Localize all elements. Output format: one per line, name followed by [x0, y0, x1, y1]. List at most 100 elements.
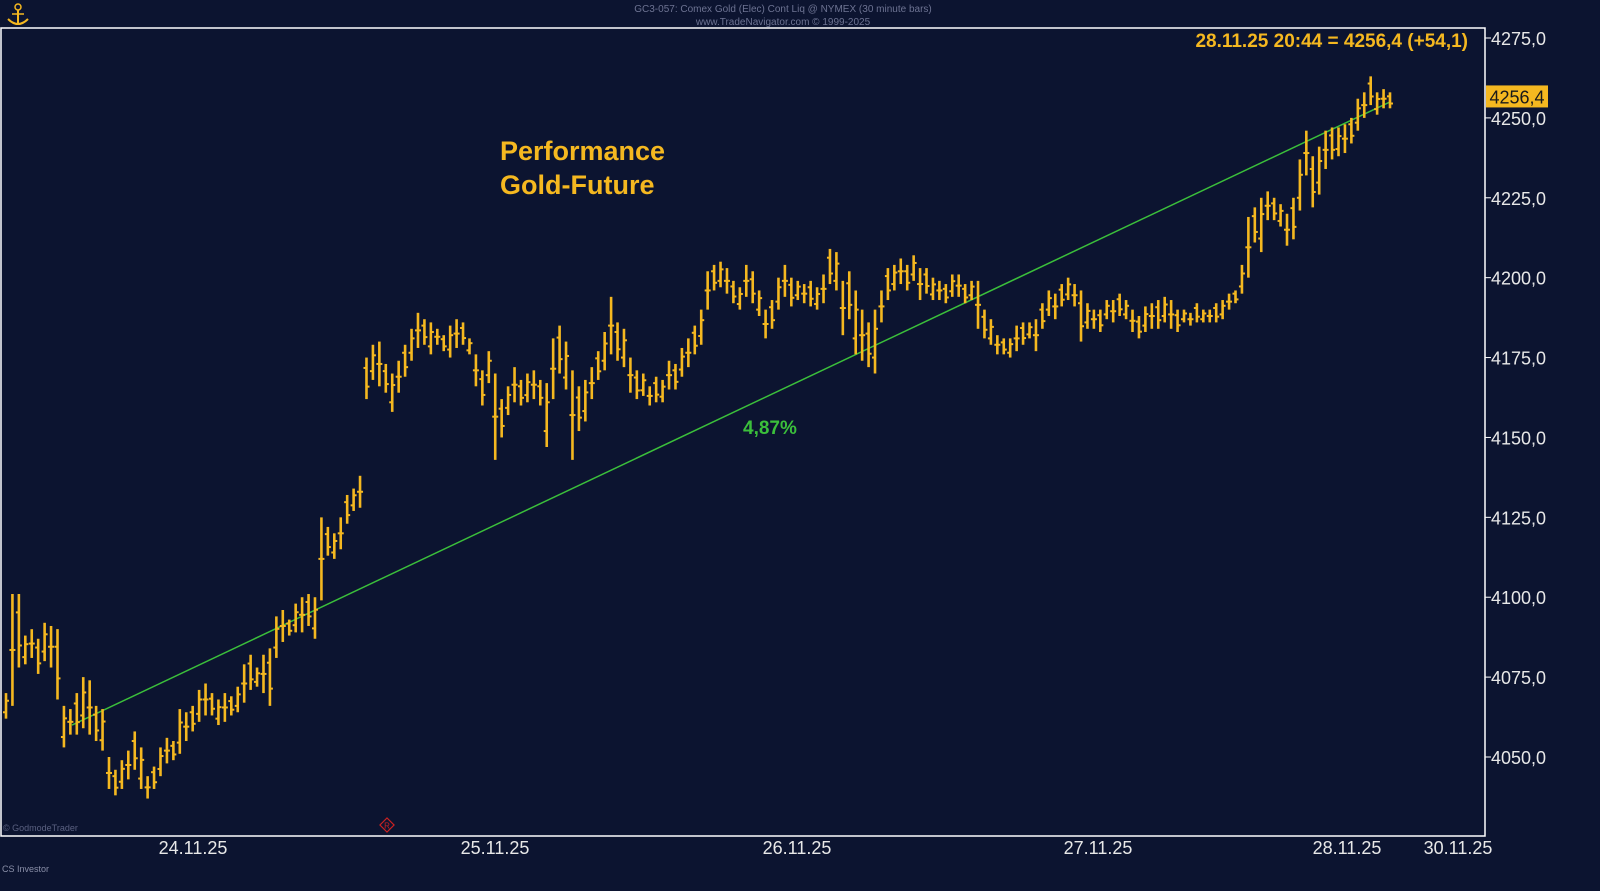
x-tick-label: 27.11.25 [1064, 838, 1133, 858]
plot-frame [0, 27, 1486, 837]
ohlc-bar [363, 357, 370, 400]
ohlc-bar [266, 648, 273, 706]
ohlc-bar [485, 351, 492, 384]
ohlc-bar [1264, 191, 1271, 221]
ohlc-bar [936, 280, 943, 301]
ohlc-bar [685, 338, 692, 368]
ohlc-bar [1284, 213, 1291, 246]
ohlc-bar [1168, 300, 1175, 329]
ohlc-bar [897, 258, 904, 285]
ohlc-bar [537, 379, 544, 406]
ohlc-bar [1039, 303, 1046, 329]
ohlc-bar [826, 248, 833, 285]
ohlc-bar [337, 517, 344, 550]
x-tick-label: 24.11.25 [159, 838, 228, 858]
ohlc-bar [839, 280, 846, 336]
ohlc-bar [1007, 338, 1014, 358]
ohlc-bar [1187, 312, 1194, 326]
ohlc-bar [1032, 319, 1039, 352]
ohlc-bar [820, 274, 827, 304]
ohlc-bar [891, 264, 898, 291]
ohlc-bar [208, 693, 215, 716]
ohlc-bar [389, 373, 396, 412]
ohlc-bar [608, 296, 615, 355]
ohlc-bar [234, 686, 241, 713]
ohlc-bar [543, 383, 550, 448]
ohlc-bar [878, 290, 885, 323]
ohlc-bar [447, 325, 454, 358]
ohlc-bar [176, 709, 183, 754]
ohlc-bar [1374, 92, 1381, 115]
ohlc-bar [910, 255, 917, 281]
ohlc-bar [215, 699, 222, 726]
ohlc-bar [3, 693, 9, 719]
ohlc-bar [408, 328, 415, 361]
ohlc-bar [1052, 293, 1059, 320]
ohlc-bar [99, 709, 106, 751]
ohlc-bar [1245, 216, 1252, 278]
ohlc-bar [1193, 303, 1200, 323]
x-tick-label: 26.11.25 [763, 838, 832, 858]
ohlc-bar [794, 280, 801, 301]
ohlc-bar [627, 357, 634, 393]
percent-annotation: 4,87% [743, 418, 797, 439]
ohlc-bar [15, 594, 22, 668]
svg-text:R: R [384, 822, 390, 831]
ohlc-bar [717, 261, 724, 288]
ohlc-bar [904, 264, 911, 291]
ohlc-bar [595, 351, 602, 380]
ohlc-bar [1097, 309, 1104, 332]
ohlc-bar [975, 280, 982, 329]
ohlc-bar [1219, 300, 1226, 320]
ohlc-bar [67, 709, 74, 735]
ohlc-bar [202, 683, 209, 716]
ohlc-bar [517, 379, 524, 406]
ohlc-bar [1174, 309, 1181, 332]
ohlc-bar [672, 363, 679, 390]
ohlc-bar [659, 379, 666, 403]
trend-line [71, 101, 1391, 726]
y-tick-label: 4275,0 [1491, 29, 1546, 49]
ohlc-bar [563, 341, 570, 390]
ohlc-bar [1354, 98, 1361, 131]
ohlc-bar [1226, 293, 1233, 310]
ohlc-bar [357, 475, 364, 508]
ohlc-bar [35, 638, 42, 674]
ohlc-bar [1161, 296, 1168, 323]
ohlc-bar [801, 284, 808, 304]
ohlc-bar [633, 370, 640, 400]
ohlc-bar [350, 488, 357, 511]
last-value-box [1486, 85, 1548, 108]
ohlc-bar [582, 379, 589, 422]
ohlc-bar [1238, 264, 1245, 294]
y-tick-label: 4225,0 [1491, 189, 1546, 209]
ohlc-bar [112, 769, 119, 796]
ohlc-bar [9, 594, 16, 706]
ohlc-bar [1271, 197, 1278, 221]
ohlc-bar [254, 667, 261, 687]
ohlc-bar [1058, 284, 1065, 307]
ohlc-bar [1020, 322, 1027, 345]
logo-mark: R [379, 817, 395, 833]
ohlc-bar [962, 284, 969, 304]
ohlc-bar [1348, 117, 1355, 144]
ohlc-bar [1116, 293, 1123, 317]
ohlc-bar [472, 354, 479, 387]
ohlc-bar [743, 264, 750, 297]
ohlc-bar [833, 252, 840, 291]
ohlc-bar [311, 597, 318, 639]
ohlc-bar [852, 290, 859, 355]
ohlc-bar [466, 338, 473, 355]
ohlc-bar [440, 335, 447, 352]
ohlc-bar [723, 268, 730, 294]
ohlc-bar [1322, 130, 1329, 170]
ohlc-bar [955, 274, 962, 297]
ohlc-bar [1148, 303, 1155, 329]
ohlc-bar [1258, 197, 1265, 253]
ohlc-bar [1065, 277, 1072, 301]
watermark-left: © GodmodeTrader [3, 823, 78, 833]
ohlc-bar [479, 370, 486, 406]
x-tick-label: 25.11.25 [461, 838, 530, 858]
ohlc-bar [1181, 309, 1188, 323]
